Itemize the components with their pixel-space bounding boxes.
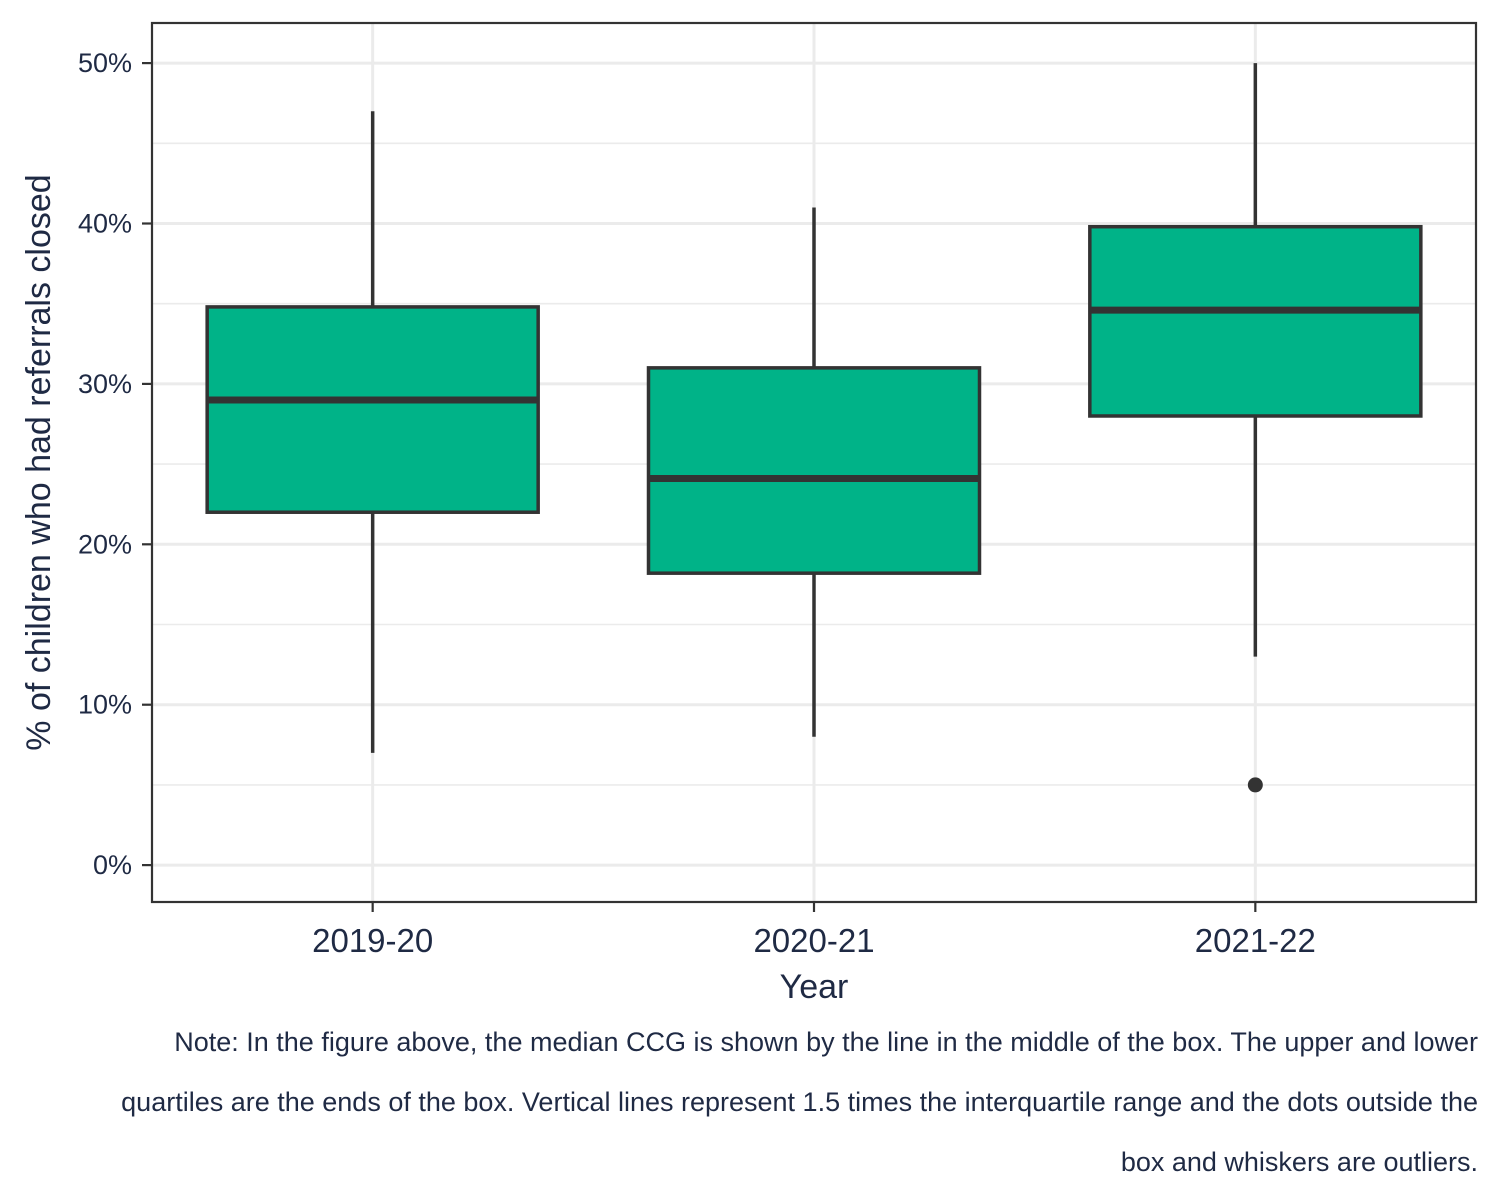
iqr-box	[1088, 224, 1423, 418]
x-axis-title: Year	[780, 968, 849, 1006]
x-tick-label: 2019-20	[312, 922, 433, 959]
y-tick-label: 50%	[78, 48, 132, 78]
y-tick-label: 40%	[78, 209, 132, 239]
y-tick-label: 30%	[78, 369, 132, 399]
box-2021-22	[1088, 63, 1423, 793]
outlier-point	[1247, 777, 1263, 793]
iqr-box	[205, 305, 540, 514]
y-axis-title: % of children who had referrals closed	[20, 174, 58, 750]
axes: 0% 10% 20% 30% 40% 50% 2019-20 2020-21 2021-22	[78, 48, 1316, 959]
y-tick-label: 20%	[78, 529, 132, 559]
x-tick-label: 2020-21	[753, 922, 874, 959]
y-tick-label: 10%	[78, 690, 132, 720]
x-tick-label: 2021-22	[1195, 922, 1316, 959]
box-2019-20	[205, 111, 540, 753]
iqr-box	[646, 366, 982, 575]
box-plot-chart: 0% 10% 20% 30% 40% 50% 2019-20 2020-21 2021-22 Y…	[20, 21, 1478, 1006]
box-2020-21	[646, 207, 982, 737]
y-tick-label: 0%	[93, 850, 132, 880]
chart-note: Note: In the figure above, the median CC…	[121, 1027, 1478, 1177]
box-series	[205, 63, 1423, 793]
